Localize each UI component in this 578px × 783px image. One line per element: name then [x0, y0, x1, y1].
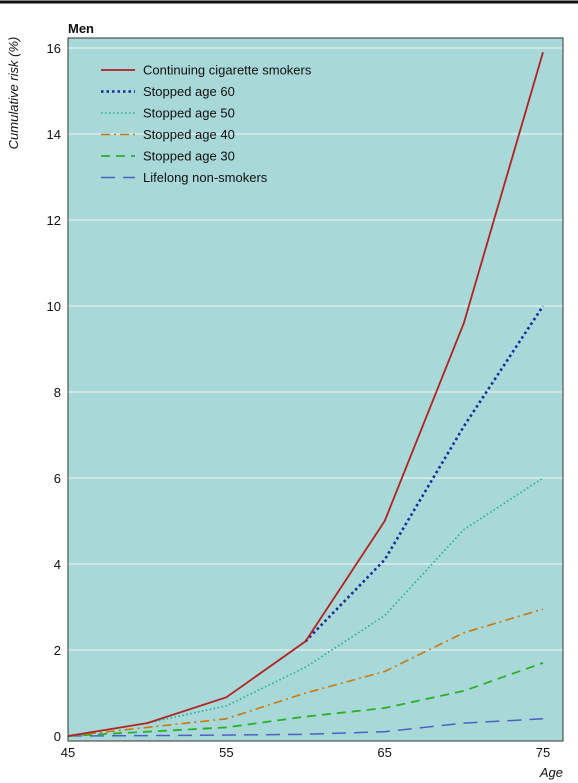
y-tick-label: 10: [47, 299, 61, 314]
plot-border: [67, 37, 564, 742]
x-tick-label: 75: [536, 745, 550, 760]
series-line: [304, 305, 545, 643]
x-tick-label: 45: [61, 745, 75, 760]
x-tick-label: 55: [219, 745, 233, 760]
series-lines: [67, 52, 545, 737]
series-line: [67, 608, 544, 737]
legend-label: Stopped age 30: [143, 149, 235, 164]
y-tick-label: 16: [47, 41, 61, 56]
y-tick-label: 2: [54, 643, 61, 658]
series-line: [67, 718, 544, 737]
gridlines: [68, 47, 563, 651]
legend-label: Stopped age 50: [143, 106, 235, 121]
legend: Continuing cigarette smokers Stopped age …: [101, 63, 312, 185]
y-tick-label: 12: [47, 213, 61, 228]
legend-label: Stopped age 60: [143, 84, 235, 99]
y-tick-label: 0: [54, 729, 61, 744]
plot-area: [68, 38, 563, 741]
y-tick-label: 8: [54, 385, 61, 400]
x-tick-label: 65: [377, 745, 391, 760]
x-axis-title: Age: [539, 765, 563, 780]
legend-label: Stopped age 40: [143, 127, 235, 142]
chart-title: Men: [68, 21, 94, 36]
series-line: [67, 52, 544, 737]
y-tick-label: 4: [54, 557, 61, 572]
y-axis-title: Cumulative risk (%): [6, 37, 21, 150]
series-line: [147, 477, 544, 724]
legend-label: Continuing cigarette smokers: [143, 63, 312, 78]
series-line: [67, 662, 544, 737]
y-tick-label: 14: [47, 127, 61, 142]
y-tick-label: 6: [54, 471, 61, 486]
axes: 0 2 4 6 8 10 12 14 16 45 55 65 75: [47, 41, 551, 760]
legend-label: Lifelong non-smokers: [143, 170, 268, 185]
